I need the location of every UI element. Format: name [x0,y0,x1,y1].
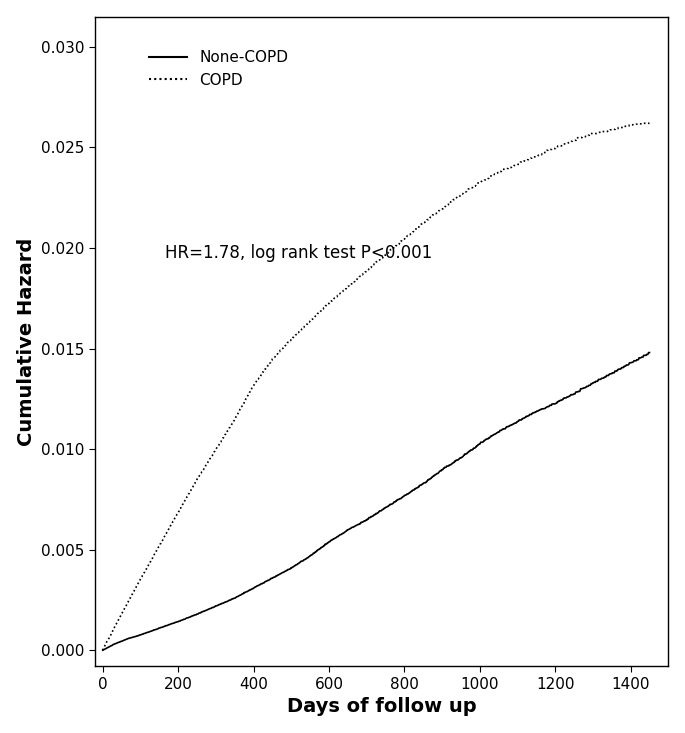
COPD [171,513,179,522]
COPD [336,290,344,298]
COPD [645,119,653,128]
None-COPD [171,618,179,627]
None-COPD [283,566,291,575]
None-COPD [99,646,107,655]
X-axis label: Days of follow up: Days of follow up [287,697,477,716]
COPD [397,237,406,246]
Line: None-COPD: None-COPD [103,353,649,650]
COPD [99,646,107,655]
Text: HR=1.78, log rank test P<0.001: HR=1.78, log rank test P<0.001 [165,244,432,262]
None-COPD [336,531,344,539]
None-COPD [190,611,199,619]
COPD [386,247,394,256]
Line: COPD: COPD [103,123,649,650]
None-COPD [397,493,406,502]
COPD [190,479,199,488]
COPD [283,339,291,348]
COPD [638,119,647,128]
None-COPD [645,348,653,357]
Legend: None-COPD, COPD: None-COPD, COPD [143,44,295,94]
Y-axis label: Cumulative Hazard: Cumulative Hazard [16,237,36,446]
None-COPD [645,348,653,357]
None-COPD [386,500,394,509]
